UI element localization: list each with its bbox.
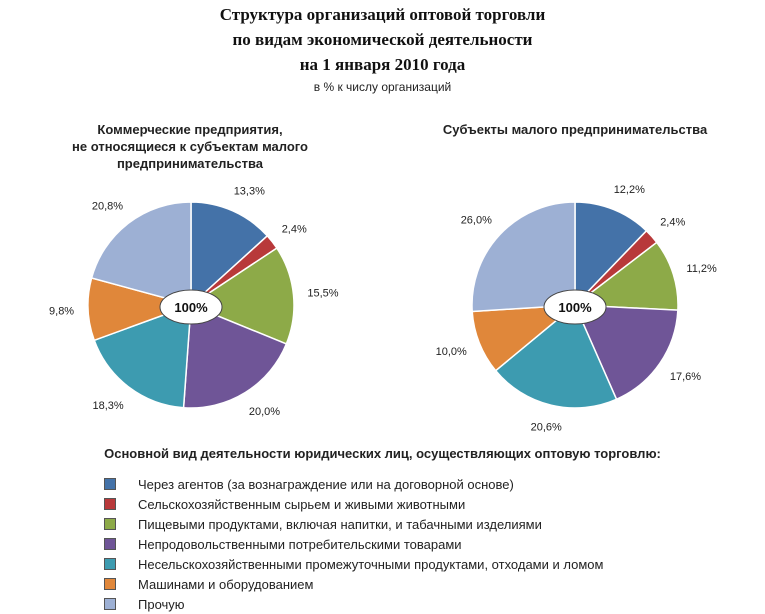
- legend-item-other: Прочую: [104, 594, 603, 614]
- left-pie-slice: [189, 247, 295, 345]
- left-pie-value-label: 2,4%: [282, 223, 307, 235]
- chart-title-line-2: по видам экономической деятельности: [232, 30, 533, 49]
- legend-item-agricultural: Сельскохозяйственным сырьем и живыми жив…: [104, 494, 603, 514]
- right-pie-value-label: 2,4%: [660, 217, 685, 229]
- right-pie-value-label: 10,0%: [436, 346, 467, 358]
- legend-item-non-food: Непродовольственными потребительскими то…: [104, 534, 603, 554]
- left-pie-title-line: Коммерческие предприятия,: [97, 122, 283, 137]
- legend-swatch: [104, 538, 116, 550]
- left-pie-slice: [182, 303, 288, 409]
- left-pie-slice: [93, 303, 192, 409]
- legend-label: Машинами и оборудованием: [138, 576, 314, 592]
- right-pie-value-label: 12,2%: [614, 184, 645, 196]
- left-pie-title-line: предпринимательства: [116, 156, 264, 171]
- left-pie-center-label: 100%: [174, 300, 208, 315]
- legend-label: Пищевыми продуктами, включая напитки, и …: [138, 516, 542, 532]
- legend-swatch: [104, 498, 116, 510]
- legend: Через агентов (за вознаграждение или на …: [104, 474, 603, 614]
- left-pie-value-label: 20,8%: [92, 201, 123, 213]
- left-pie-value-label: 18,3%: [92, 400, 123, 412]
- left-pie-center-ellipse: [159, 289, 223, 325]
- legend-swatch: [104, 578, 116, 590]
- right-pie-value-label: 26,0%: [461, 214, 492, 226]
- left-pie-title: Коммерческие предприятия, не относящиеся…: [40, 121, 340, 172]
- left-pie-value-label: 15,5%: [307, 288, 338, 300]
- legend-swatch: [104, 478, 116, 490]
- right-pie-slice: [572, 241, 679, 311]
- right-pie-value-label: 11,2%: [686, 263, 717, 275]
- left-pie-value-label: 20,0%: [249, 406, 280, 418]
- right-pie-slice: [574, 201, 648, 307]
- right-pie-title: Субъекты малого предпринимательства: [400, 121, 750, 138]
- left-pie-value-label: 9,8%: [49, 305, 74, 317]
- legend-swatch: [104, 558, 116, 570]
- right-pie-slice: [494, 303, 618, 409]
- pie-charts: 13,3% 2,4% 15,5% 20,0% 18,3% 9,8% 20,8% 100% 12,…: [49, 184, 717, 434]
- right-pie-center-label: 100%: [558, 300, 592, 315]
- legend-label: Несельскохозяйственными промежуточными п…: [138, 556, 604, 572]
- left-pie-slice: [190, 201, 269, 307]
- legend-label: Прочую: [138, 596, 185, 612]
- legend-label: Сельскохозяйственным сырьем и живыми жив…: [138, 496, 466, 512]
- legend-swatch: [104, 598, 116, 610]
- legend-label: Через агентов (за вознаграждение или на …: [138, 476, 514, 492]
- legend-swatch: [104, 518, 116, 530]
- legend-label: Непродовольственными потребительскими то…: [138, 536, 462, 552]
- chart-title-line-3: на 1 января 2010 года: [299, 55, 466, 74]
- right-pie-center-ellipse: [543, 289, 607, 325]
- right-pie-value-label: 17,6%: [670, 371, 701, 383]
- left-pie-slice: [90, 201, 192, 306]
- legend-item-food: Пищевыми продуктами, включая напитки, и …: [104, 514, 603, 534]
- left-pie-title-line: не относящиеся к субъектам малого: [72, 139, 308, 154]
- right-pie-value-label: 20,6%: [531, 422, 562, 434]
- legend-item-intermediate: Несельскохозяйственными промежуточными п…: [104, 554, 603, 574]
- chart-subtitle: в % к числу организаций: [313, 80, 452, 94]
- right-pie-slice: [573, 304, 679, 401]
- legend-item-agents: Через агентов (за вознаграждение или на …: [104, 474, 603, 494]
- chart-title-line-1: Структура организаций оптовой торговли: [219, 5, 546, 24]
- legend-title: Основной вид деятельности юридических ли…: [104, 446, 661, 461]
- right-pie-title-line: Субъекты малого предпринимательства: [442, 122, 708, 137]
- right-pie-slice: [471, 201, 576, 313]
- legend-item-machinery: Машинами и оборудованием: [104, 574, 603, 594]
- left-pie-value-label: 13,3%: [234, 186, 265, 198]
